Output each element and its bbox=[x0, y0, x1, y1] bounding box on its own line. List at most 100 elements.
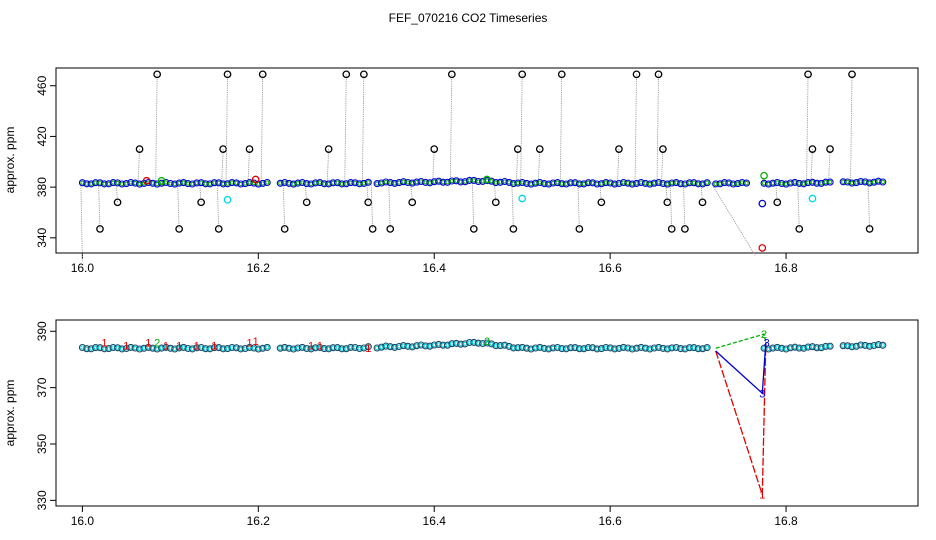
data-point bbox=[742, 179, 751, 187]
spike-point bbox=[667, 225, 676, 233]
data-point-inner bbox=[744, 181, 749, 186]
data-point-inner bbox=[366, 180, 371, 185]
x-tick-label: 16.6 bbox=[598, 261, 622, 275]
y-tick-label: 350 bbox=[35, 434, 49, 454]
spike-line bbox=[520, 74, 523, 184]
spike-point bbox=[408, 198, 417, 207]
x-tick-label: 16.0 bbox=[71, 261, 95, 275]
numbered-marker: 1 bbox=[246, 338, 252, 350]
spike-point bbox=[175, 225, 183, 233]
spike-line bbox=[221, 149, 224, 184]
spike-point bbox=[557, 70, 566, 79]
numbered-marker: 1 bbox=[145, 338, 151, 350]
x-tick-label: 16.4 bbox=[423, 514, 447, 528]
spike-point bbox=[698, 198, 707, 207]
spike-line bbox=[616, 149, 620, 184]
spike-line bbox=[471, 180, 475, 229]
spike-line bbox=[155, 74, 158, 184]
gap-series-line bbox=[715, 342, 767, 495]
spike-line bbox=[867, 182, 871, 229]
spike-line bbox=[432, 149, 435, 183]
numbered-marker: 2 bbox=[761, 329, 767, 341]
spike-line bbox=[137, 149, 141, 184]
spike-point bbox=[795, 225, 804, 233]
y-tick-label: 380 bbox=[35, 177, 49, 197]
spike-line bbox=[682, 183, 686, 229]
gap-series-line bbox=[715, 333, 767, 349]
x-tick-label: 16.2 bbox=[247, 514, 271, 528]
spike-line bbox=[260, 74, 264, 184]
data-point bbox=[826, 178, 834, 186]
spike-point bbox=[386, 225, 395, 233]
data-point bbox=[364, 343, 372, 351]
colored-point bbox=[157, 176, 166, 185]
data-point bbox=[879, 178, 887, 186]
spike-point bbox=[135, 145, 144, 153]
spike-line bbox=[660, 149, 664, 184]
numbered-marker: 1 bbox=[211, 340, 217, 352]
spike-point bbox=[368, 225, 377, 233]
spike-point bbox=[535, 145, 544, 153]
chart-title: FEF_070216 CO2 Timeseries bbox=[389, 11, 548, 25]
bottom-plot-frame bbox=[55, 319, 919, 507]
spike-point bbox=[654, 70, 663, 79]
spike-line bbox=[388, 182, 391, 229]
spike-point bbox=[615, 145, 623, 153]
x-tick-label: 16.8 bbox=[774, 261, 798, 275]
spike-line bbox=[344, 74, 347, 184]
data-point-inner bbox=[880, 343, 885, 348]
top-panel: approx. ppm 16.0 16.2 16.4 16.6 16.8 340 380 42… bbox=[3, 67, 919, 275]
spike-point bbox=[848, 70, 856, 79]
numbered-marker: 1 bbox=[317, 340, 323, 352]
spike-point bbox=[197, 198, 205, 207]
spike-point bbox=[808, 145, 817, 153]
data-point-inner bbox=[366, 344, 371, 349]
x-tick-label: 16.6 bbox=[598, 514, 622, 528]
spike-line bbox=[511, 182, 514, 229]
spike-line bbox=[850, 74, 853, 183]
spike-line bbox=[559, 74, 563, 184]
spike-line bbox=[634, 74, 637, 184]
data-point-inner bbox=[705, 180, 710, 185]
data-point-inner bbox=[265, 345, 270, 350]
colored-point bbox=[142, 176, 151, 185]
top-y-axis-label: approx. ppm bbox=[3, 127, 17, 194]
spike-line bbox=[656, 74, 659, 184]
spike-line bbox=[216, 183, 220, 229]
spike-point bbox=[681, 225, 689, 233]
spike-line bbox=[326, 149, 330, 184]
spike-line bbox=[361, 74, 365, 184]
spike-line bbox=[577, 183, 580, 229]
y-tick-label: 390 bbox=[35, 321, 49, 341]
spike-line bbox=[80, 183, 83, 262]
y-tick-label: 420 bbox=[35, 126, 49, 146]
spike-line bbox=[515, 149, 519, 184]
data-point bbox=[364, 178, 372, 186]
colored-point bbox=[760, 171, 768, 180]
spike-point bbox=[773, 198, 782, 207]
numbered-marker: 1 bbox=[253, 336, 259, 348]
data-point bbox=[505, 342, 513, 350]
numbered-marker: 2 bbox=[154, 338, 160, 350]
spike-point bbox=[258, 70, 267, 79]
spike-line bbox=[810, 149, 813, 183]
colored-point bbox=[758, 199, 767, 208]
colored-point bbox=[223, 195, 232, 204]
colored-point bbox=[808, 194, 817, 203]
spike-point bbox=[214, 225, 223, 233]
numbered-marker: 1 bbox=[176, 340, 182, 352]
gap-series-line bbox=[715, 342, 767, 395]
colored-point bbox=[483, 175, 491, 184]
spike-line bbox=[537, 149, 541, 184]
colored-point bbox=[518, 194, 527, 203]
numbered-marker: 3 bbox=[764, 338, 770, 350]
spike-point bbox=[96, 225, 104, 233]
spike-point bbox=[632, 70, 641, 79]
spike-point bbox=[469, 225, 478, 233]
spike-point bbox=[223, 70, 232, 79]
spike-line bbox=[797, 183, 800, 229]
spike-line bbox=[247, 149, 250, 184]
spike-line bbox=[370, 182, 374, 229]
spike-point bbox=[153, 70, 162, 79]
